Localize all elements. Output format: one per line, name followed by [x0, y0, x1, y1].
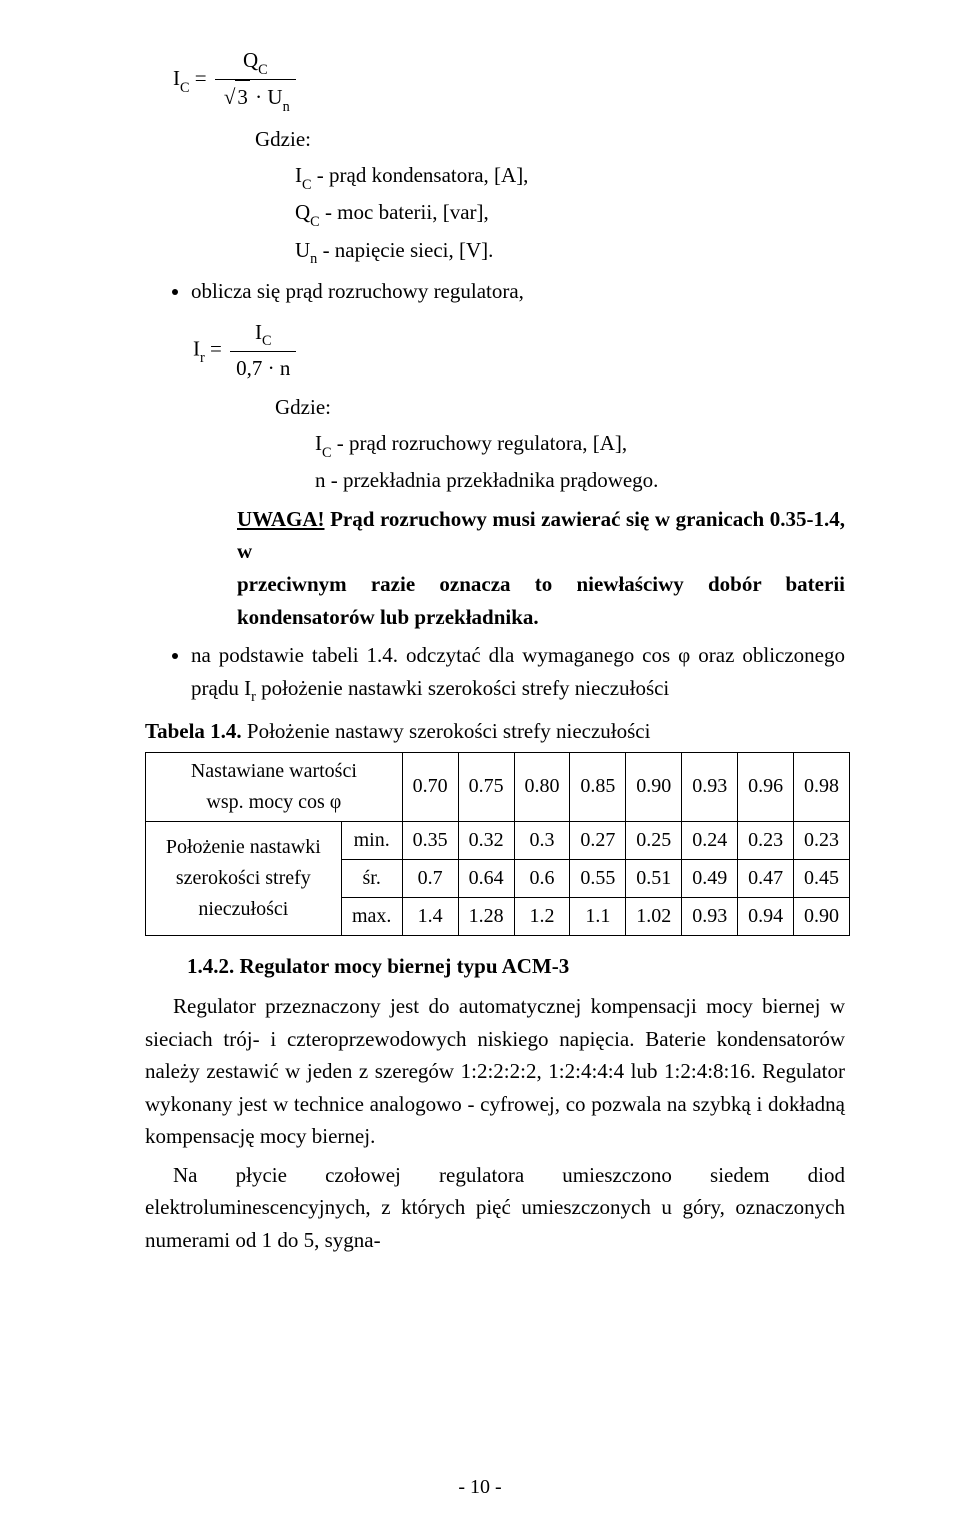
table-row: Położenie nastawki szerokości strefy nie…	[146, 821, 850, 859]
uwaga-bold-1: Prąd rozruchowy musi zawierać się w gran…	[237, 507, 845, 564]
eq2-gdzie: Gdzie:	[275, 391, 845, 424]
table-cell: 0.51	[626, 859, 682, 897]
table-cell: 0.32	[458, 821, 514, 859]
table-cell: 1.02	[626, 897, 682, 935]
table-cell: 0.75	[458, 752, 514, 821]
table-cell: 0.93	[682, 752, 738, 821]
eq1-gdzie: Gdzie:	[255, 123, 845, 156]
equation-ir: Ir = IC 0,7 · n	[193, 316, 845, 385]
table-cell: 0.90	[794, 897, 850, 935]
table-cell: 0.55	[570, 859, 626, 897]
table-cell: 0.80	[514, 752, 570, 821]
paragraph-1: Regulator przeznaczony jest do automatyc…	[145, 990, 845, 1153]
uwaga-label: UWAGA!	[237, 507, 325, 531]
table-cell: 0.25	[626, 821, 682, 859]
table-cell: 1.1	[570, 897, 626, 935]
table-header-nastawiane: Nastawiane wartości wsp. mocy cos φ	[146, 752, 403, 821]
table-cell: 1.28	[458, 897, 514, 935]
eq2-defs: IC - prąd rozruchowy regulatora, [A], n …	[315, 427, 845, 497]
table-cell: 0.3	[514, 821, 570, 859]
table-cell: min.	[341, 821, 402, 859]
table-cell: 0.93	[682, 897, 738, 935]
table-cell: śr.	[341, 859, 402, 897]
paragraph-2: Na płycie czołowej regulatora umieszczon…	[145, 1159, 845, 1257]
eq2-den: 0,7 · n	[230, 351, 296, 385]
table-cell: 0.47	[738, 859, 794, 897]
eq1-def-qc: QC - moc baterii, [var],	[295, 196, 845, 231]
table-cell: 0.24	[682, 821, 738, 859]
page-number: - 10 -	[0, 1472, 960, 1503]
eq2-frac: IC 0,7 · n	[230, 316, 296, 385]
uwaga-bold-3: kondensatorów lub przekładnika.	[237, 605, 539, 629]
eq1-num: QC	[215, 44, 296, 79]
table-cell: max.	[341, 897, 402, 935]
table-cell: 0.49	[682, 859, 738, 897]
table-cell: 0.94	[738, 897, 794, 935]
eq1-den: √3 · Un	[215, 79, 296, 116]
eq1-defs: IC - prąd kondensatora, [A], QC - moc ba…	[295, 159, 845, 269]
bullet-list-1: oblicza się prąd rozruchowy regulatora, …	[145, 275, 845, 707]
table-cell: 0.23	[738, 821, 794, 859]
table-cell: 0.23	[794, 821, 850, 859]
table-cell: 0.98	[794, 752, 850, 821]
table-cell: 0.45	[794, 859, 850, 897]
table-cell: 0.90	[626, 752, 682, 821]
table-cell: 0.7	[402, 859, 458, 897]
eq1-lhs-var: I	[173, 66, 180, 90]
eq2-num: IC	[230, 316, 296, 351]
eq2-def-n: n - przekładnia przekładnika prądowego.	[315, 464, 845, 497]
bullet-na-podstawie: na podstawie tabeli 1.4. odczytać dla wy…	[191, 639, 845, 707]
table-cell: 1.2	[514, 897, 570, 935]
table-cell: 0.64	[458, 859, 514, 897]
eq2-def-ic: IC - prąd rozruchowy regulatora, [A],	[315, 427, 845, 462]
table-cell: 0.6	[514, 859, 570, 897]
table-cell: 0.96	[738, 752, 794, 821]
equation-ic: IC = QC √3 · Un	[173, 44, 845, 117]
eq1-frac: QC √3 · Un	[215, 44, 296, 117]
uwaga-block: UWAGA! Prąd rozruchowy musi zawierać się…	[237, 503, 845, 633]
page: IC = QC √3 · Un Gdzie: IC - prąd kondens…	[0, 0, 960, 1531]
eq1-equals: =	[195, 66, 212, 90]
table-cell: 0.85	[570, 752, 626, 821]
tabela-caption: Tabela 1.4. Położenie nastawy szerokości…	[145, 715, 845, 748]
table-cell: 0.35	[402, 821, 458, 859]
eq1-sqrt: √3	[221, 80, 250, 114]
table-row: Nastawiane wartości wsp. mocy cos φ 0.70…	[146, 752, 850, 821]
table-cell: 0.27	[570, 821, 626, 859]
table-cell: 1.4	[402, 897, 458, 935]
section-1-4-2-heading: 1.4.2. Regulator mocy biernej typu ACM-3	[187, 950, 845, 983]
eq1-def-ic: IC - prąd kondensatora, [A],	[295, 159, 845, 194]
table-header-polozenie: Położenie nastawki szerokości strefy nie…	[146, 821, 342, 935]
eq1-lhs-sub: C	[180, 80, 190, 96]
table-1-4: Nastawiane wartości wsp. mocy cos φ 0.70…	[145, 752, 850, 936]
bullet-oblicza: oblicza się prąd rozruchowy regulatora, …	[191, 275, 845, 633]
table-cell: 0.70	[402, 752, 458, 821]
eq1-def-un: Un - napięcie sieci, [V].	[295, 234, 845, 269]
uwaga-bold-2: przeciwnym razie oznacza to niewłaściwy …	[237, 568, 845, 601]
